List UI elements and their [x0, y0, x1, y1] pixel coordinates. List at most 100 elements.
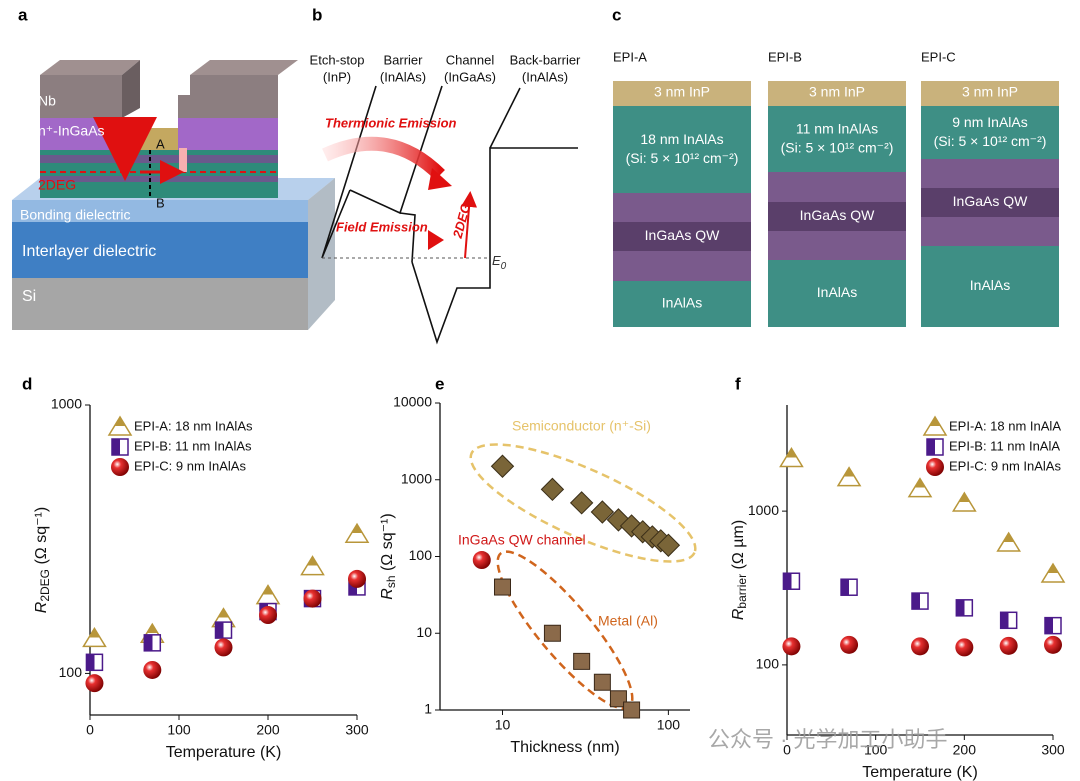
- layer: [613, 193, 751, 222]
- marker: [840, 635, 859, 654]
- marker: [85, 653, 104, 672]
- y-axis-title: R2DEG (Ω sq⁻¹): [33, 507, 52, 613]
- marker: [907, 477, 933, 498]
- mesa-layer: [40, 155, 278, 163]
- layer: [613, 281, 751, 327]
- marker: [609, 690, 627, 708]
- layer-label: (Si: 5 × 10¹² cm⁻²): [626, 150, 739, 166]
- x-axis-title: Temperature (K): [862, 764, 978, 781]
- stack-name: EPI-B: [768, 49, 802, 64]
- layer: [921, 81, 1059, 106]
- marker: [996, 531, 1022, 552]
- annotation: InGaAs QW channel: [458, 532, 586, 548]
- layer-label: 3 nm InP: [654, 84, 710, 100]
- layer-label: InGaAs QW: [645, 227, 720, 243]
- y-tick-label: 1000: [51, 396, 82, 412]
- region-material: (InGaAs): [444, 69, 496, 84]
- legend-label: EPI-A: 18 nm InAlA: [949, 418, 1061, 433]
- layer-label: InGaAs QW: [800, 207, 875, 223]
- x-tick-label: 100: [167, 722, 191, 738]
- x-axis-title: Temperature (K): [166, 744, 282, 761]
- arrowhead: [428, 168, 452, 190]
- chart: f 0 100 200 300 100 1000 Temperature (K) Rbarrie…: [730, 374, 1066, 781]
- y-axis-title: Rsh (Ω sq⁻¹): [379, 513, 398, 599]
- y-tick-label: 100: [59, 664, 83, 680]
- legend-marker: [107, 415, 133, 436]
- layer: [613, 81, 751, 106]
- layer: [613, 106, 751, 193]
- unit: (Ω sq⁻¹): [379, 513, 396, 575]
- legend-marker: [111, 438, 129, 456]
- x-tick-label: 300: [345, 722, 369, 738]
- x-tick-label: 0: [783, 742, 791, 758]
- band: [321, 85, 578, 345]
- marker: [82, 626, 107, 648]
- subscript: 2DEG: [38, 569, 52, 602]
- label: 2DEG: [38, 177, 76, 193]
- marker: [593, 673, 611, 691]
- layer: [921, 159, 1059, 188]
- layer: [768, 172, 906, 202]
- y-tick-label: 1: [424, 701, 432, 717]
- marker: [999, 636, 1018, 655]
- legend-marker: [922, 415, 948, 436]
- panel-a: a Nb n⁺-InGaAs A B 2DEG Bonding dielectr…: [12, 5, 335, 330]
- nb-side: [122, 60, 140, 118]
- region-material: (InAlAs): [522, 69, 568, 84]
- label: Bonding dielectric: [20, 207, 131, 223]
- marker: [143, 660, 162, 679]
- layer-label: 3 nm InP: [809, 84, 865, 100]
- x-tick-label: 100: [864, 742, 888, 758]
- stack-name: EPI-C: [921, 49, 956, 64]
- label: B: [156, 195, 165, 210]
- layer: [921, 106, 1059, 159]
- x-tick-label: 10: [495, 717, 511, 733]
- marker: [836, 466, 862, 487]
- legend-marker: [926, 438, 944, 456]
- marker: [472, 551, 491, 570]
- marker: [214, 621, 233, 639]
- layer: [768, 231, 906, 260]
- y-tick-label: 1000: [401, 470, 432, 486]
- marker: [300, 555, 325, 576]
- panel-letter: f: [735, 374, 741, 393]
- marker: [303, 589, 322, 608]
- marker: [573, 652, 591, 670]
- chart: d 0 100 200 300 100 1000 Temperature (K) R2DEG (…: [22, 374, 370, 761]
- layer-label: (Si: 5 × 10¹² cm⁻²): [781, 140, 894, 156]
- si-layer: [12, 278, 308, 330]
- y-tick-label: 1000: [748, 502, 779, 518]
- marker: [840, 578, 858, 596]
- layer: [921, 246, 1059, 327]
- nb: [190, 75, 278, 118]
- legend-label: EPI-C: 9 nm InAlAs: [949, 458, 1061, 473]
- layer-label: InGaAs QW: [953, 193, 1028, 209]
- annotation: Metal (Al): [598, 613, 658, 629]
- panel-letter: b: [312, 5, 322, 24]
- stack-name: EPI-A: [613, 49, 647, 64]
- region-name: Channel: [446, 52, 495, 67]
- region-name: Etch-stop: [310, 52, 365, 67]
- label: Field Emission: [336, 219, 428, 234]
- x-tick-label: 200: [953, 742, 977, 758]
- panel-c: c EPI-A 3 nm InP 18 nm InAlAs (Si: 5 × 10¹²…: [612, 5, 1059, 327]
- layer: [768, 81, 906, 106]
- label: Nb: [38, 93, 56, 109]
- marker: [348, 569, 366, 588]
- marker: [214, 638, 233, 657]
- marker: [493, 578, 511, 596]
- layer-label: (Si: 5 × 10¹² cm⁻²): [934, 133, 1047, 149]
- recess: [130, 128, 178, 150]
- marker: [955, 599, 974, 617]
- panel-b: b Thermionic Emission Field Emission 2DE…: [310, 5, 581, 345]
- watermark: 公众号 · 光学加工小助手: [708, 727, 948, 752]
- label: Interlayer dielectric: [22, 243, 156, 260]
- region-material: (InAlAs): [380, 69, 426, 84]
- label: Si: [22, 288, 36, 305]
- subscript: 0: [501, 261, 507, 272]
- bonding-layer: [12, 200, 308, 222]
- marker: [955, 638, 974, 657]
- marker: [911, 592, 929, 610]
- subscript: barrier: [735, 574, 749, 609]
